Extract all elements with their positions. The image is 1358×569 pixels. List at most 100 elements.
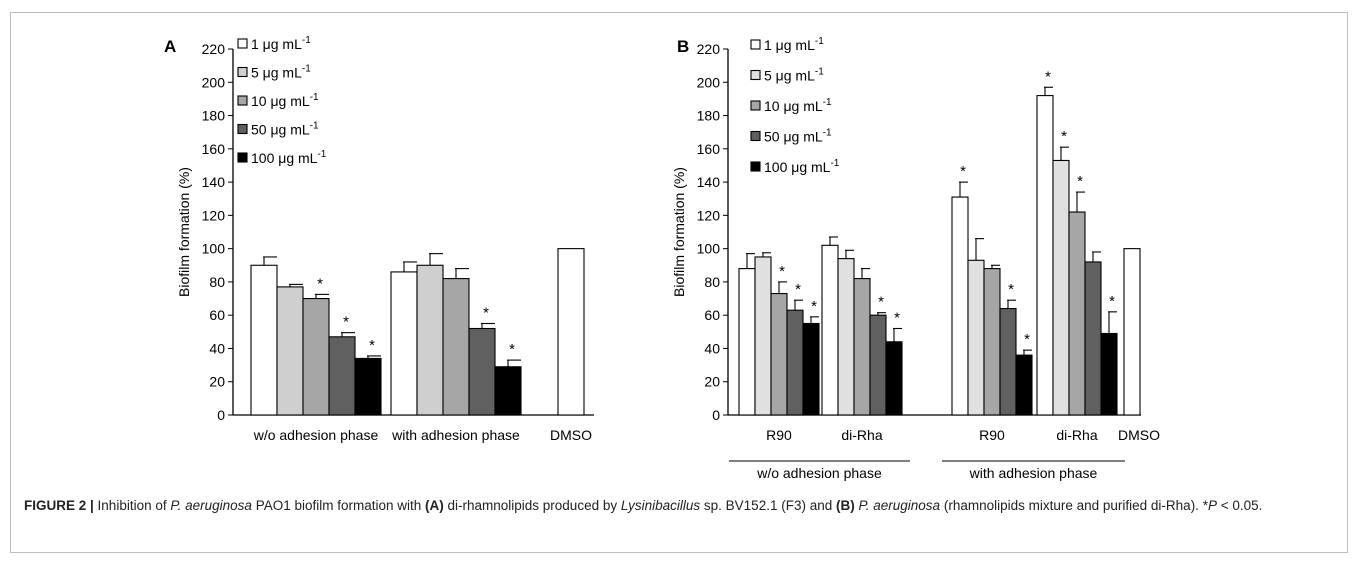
panel-b-label: B — [677, 37, 689, 56]
caption-panel-b: (B) — [835, 498, 855, 513]
panel-b-legend-superscript: -1 — [815, 67, 824, 78]
panel-b-y-tick-label: 80 — [704, 274, 720, 290]
caption-p: P — [1207, 498, 1217, 513]
panel-a-legend-text: 50 μg mL — [251, 122, 310, 138]
panel-a-legend-swatch — [237, 95, 248, 106]
panel-b-y-tick-label: 140 — [697, 174, 721, 190]
panel-a-y-tick-label: 40 — [209, 340, 225, 356]
panel-b-significance-star: * — [878, 294, 884, 311]
panel-b-legend-entry: 10 μg mL-1 — [764, 97, 832, 114]
caption-label: FIGURE 2 | — [24, 498, 94, 513]
panel-b-control-bar — [1123, 248, 1141, 416]
panel-a-y-tick-label: 180 — [202, 108, 226, 124]
panel-b-bar — [885, 341, 903, 416]
panel-b-significance-star: * — [1024, 331, 1030, 348]
panel-b-significance-star: * — [1045, 68, 1051, 85]
panel-b-significance-star: * — [1008, 281, 1014, 298]
panel-b-legend-superscript: -1 — [815, 36, 824, 47]
caption-text-2: PAO1 biofilm formation with — [251, 498, 425, 513]
panel-b-bar — [754, 256, 772, 416]
panel-b-legend-entry: 50 μg mL-1 — [764, 128, 832, 145]
figure-frame — [10, 12, 1348, 553]
panel-a-bar — [354, 357, 382, 416]
panel-a-legend-superscript: -1 — [302, 64, 311, 75]
panel-a-legend-entry: 100 μg mL-1 — [251, 149, 327, 166]
panel-a-legend-text: 100 μg mL — [251, 150, 318, 166]
panel-b-control-label: DMSO — [1118, 427, 1160, 443]
panel-a-bar — [276, 286, 304, 416]
panel-a-legend-entry: 1 μg mL-1 — [251, 35, 311, 52]
panel-b-bar — [837, 258, 855, 416]
panel-b-significance-star: * — [894, 309, 900, 326]
panel-a-bar — [442, 278, 470, 416]
caption-text-4: sp. BV152.1 (F3) and — [700, 498, 836, 513]
panel-a-legend-entry: 50 μg mL-1 — [251, 121, 319, 138]
panel-b-legend-swatch — [750, 100, 761, 111]
panel-a-legend-superscript: -1 — [310, 121, 319, 132]
panel-b-bar — [983, 268, 1001, 416]
panel-b-y-axis-title: Biofilm formation (%) — [671, 167, 687, 297]
panel-b-legend-entry: 1 μg mL-1 — [764, 36, 824, 53]
panel-a-legend-text: 5 μg mL — [251, 65, 302, 81]
panel-b-legend-entry: 5 μg mL-1 — [764, 67, 824, 84]
panel-b-y-tick-label: 160 — [697, 141, 721, 157]
panel-a-y-tick-label: 160 — [202, 141, 226, 157]
panel-b-chart: B 0 20 40 60 80 100 120 140 160 180 200 220 Biofilm f… — [671, 36, 1160, 481]
panel-a-control-label: DMSO — [550, 427, 592, 443]
panel-b-legend-entry: 100 μg mL-1 — [764, 158, 840, 175]
panel-b-significance-star: * — [960, 163, 966, 180]
panel-a-y-tick-label: 80 — [209, 274, 225, 290]
panel-b-significance-star: * — [1061, 128, 1067, 145]
panel-b-bar — [821, 244, 839, 416]
panel-a-legend-text: 10 μg mL — [251, 93, 310, 109]
caption-text-6: (rhamnolipids mixture and purified di-Rh… — [940, 498, 1208, 513]
panel-b-bar — [802, 322, 820, 416]
panel-b-legend-text: 50 μg mL — [764, 129, 823, 145]
caption-panel-a: (A) — [425, 498, 444, 513]
panel-b-legend-superscript: -1 — [823, 128, 832, 139]
panel-b-legend-text: 5 μg mL — [764, 68, 815, 84]
panel-b-group-label: di-Rha — [841, 427, 882, 443]
panel-a-legend-text: 1 μg mL — [251, 36, 302, 52]
panel-b-bar — [1068, 211, 1086, 416]
panel-b-y-tick-label: 0 — [712, 407, 720, 423]
panel-b-significance-star: * — [795, 281, 801, 298]
panel-b-legend-swatch — [750, 69, 761, 81]
panel-b-bar — [853, 278, 871, 416]
panel-a-group-label: w/o adhesion phase — [253, 427, 379, 443]
panel-a-y-tick-label: 0 — [217, 407, 225, 423]
panel-a-significance-star: * — [317, 275, 323, 292]
panel-a-bar — [302, 297, 330, 416]
panel-b-bar — [951, 196, 969, 416]
panel-b-significance-star: * — [779, 263, 785, 280]
panel-a-y-tick-label: 220 — [202, 41, 226, 57]
panel-b-group-label: R90 — [766, 427, 792, 443]
panel-a-bar — [468, 327, 496, 416]
panel-a-control-bar — [557, 248, 585, 416]
figure-caption: FIGURE 2 | Inhibition of P. aeruginosa P… — [24, 496, 1334, 515]
caption-genus: Lysinibacillus — [620, 498, 701, 513]
panel-b-legend-swatch — [750, 161, 761, 172]
panel-b-significance-star: * — [1109, 293, 1115, 310]
panel-b-bar — [869, 314, 887, 416]
panel-a-legend-swatch — [237, 66, 248, 78]
panel-b-y-tick-label: 200 — [697, 74, 721, 90]
panel-a-bar — [250, 264, 278, 416]
panel-a-y-tick-label: 60 — [209, 307, 225, 323]
panel-a-legend-superscript: -1 — [310, 92, 319, 103]
panel-a-legend-superscript: -1 — [317, 149, 326, 160]
panel-a-legend-swatch — [237, 38, 248, 49]
panel-a-legend-swatch — [237, 152, 248, 163]
panel-a-significance-star: * — [369, 337, 375, 354]
panel-b-legend-superscript: -1 — [830, 158, 839, 169]
panel-b-bar — [770, 293, 788, 416]
panel-b-bar — [1036, 95, 1054, 416]
panel-b-y-tick-label: 40 — [704, 340, 720, 356]
panel-b-y-tick-label: 20 — [704, 374, 720, 390]
panel-a-chart: A 0 20 40 60 80 100 120 140 160 180 200 220 Biofilm f… — [164, 35, 594, 443]
panel-b-y-tick-label: 180 — [697, 108, 721, 124]
panel-a-label: A — [164, 37, 176, 56]
panel-b-supergroup-label: with adhesion phase — [969, 465, 1098, 481]
panel-a-y-axis-title: Biofilm formation (%) — [176, 167, 192, 297]
